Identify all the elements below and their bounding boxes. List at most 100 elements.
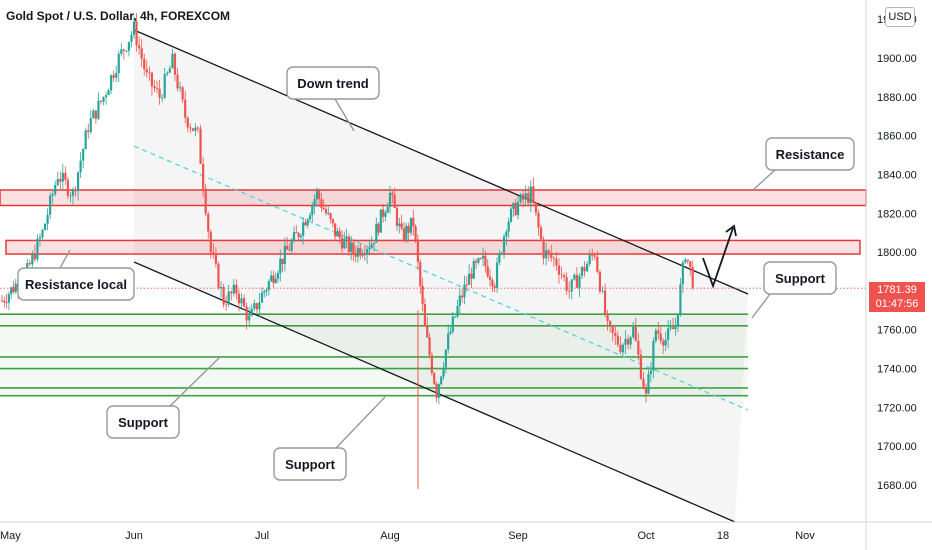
candle-body [28, 263, 31, 265]
candle-body [258, 302, 261, 310]
candle-body [647, 374, 650, 394]
candle-body [140, 48, 143, 59]
candle-body [64, 172, 67, 180]
candle-body [232, 284, 235, 294]
candle-body [43, 223, 47, 231]
candle-body [447, 333, 450, 350]
candle-body [10, 287, 13, 295]
candle-body [570, 279, 573, 292]
candle-body [292, 232, 296, 242]
candle-body [352, 242, 355, 254]
candle-body [375, 223, 378, 243]
candle-body [69, 195, 72, 197]
candle-body [667, 328, 670, 340]
candle-body [82, 149, 85, 161]
candle-body [227, 291, 230, 305]
callout-box [106, 405, 180, 439]
candle-body [322, 207, 325, 210]
chart-title: Gold Spot / U.S. Dollar, 4h, FOREXCOM [6, 9, 230, 23]
candle-body [659, 333, 662, 341]
candle-body [557, 265, 561, 275]
candle-body [276, 273, 280, 279]
candle-body [684, 259, 687, 263]
candle-body [288, 249, 291, 251]
x-tick-label: Jun [125, 530, 143, 542]
candle-body [671, 327, 675, 330]
candle-body [400, 223, 403, 229]
candle-body [442, 367, 445, 377]
candle-body [263, 291, 266, 293]
candle-body [379, 209, 382, 233]
candle-body [84, 130, 87, 150]
currency-badge[interactable]: USD [885, 7, 915, 27]
candle-body [150, 72, 154, 87]
candle-body [76, 172, 80, 192]
candle-body [578, 275, 581, 288]
candle-body [248, 315, 251, 321]
candle-body [148, 72, 151, 74]
candle-body [38, 237, 42, 239]
x-tick-label: Oct [637, 530, 654, 542]
candle-body [306, 219, 309, 226]
x-tick-label: Jul [255, 530, 269, 542]
candle-body [318, 190, 321, 200]
candle-body [542, 239, 545, 259]
candle-body [320, 199, 323, 208]
candle-body [176, 74, 179, 89]
candle-body [550, 252, 553, 258]
candle-body [74, 189, 77, 192]
candle-body [270, 275, 273, 282]
candle-body [356, 248, 360, 257]
candle-body [481, 255, 485, 259]
callout-pointer [169, 356, 221, 407]
y-tick-label: 1700.00 [877, 441, 917, 453]
candle-body [568, 290, 571, 292]
candle-body [519, 194, 522, 203]
channel-upper-line [133, 29, 749, 295]
candle-body [265, 289, 268, 292]
candle-body [522, 194, 525, 200]
candle-body [245, 306, 248, 321]
candle-body [498, 253, 501, 263]
candle-body [534, 202, 538, 213]
candle-body [686, 259, 689, 262]
candle-body [350, 242, 353, 252]
candle-body [461, 295, 464, 298]
candle-body [26, 263, 29, 272]
candle-body [593, 255, 596, 257]
candle-body [155, 88, 159, 89]
candle-body [428, 337, 431, 356]
candle-body [334, 223, 337, 237]
candle-body [274, 278, 277, 283]
candle-body [649, 370, 653, 375]
candle-body [505, 231, 508, 237]
y-tick-label: 1680.00 [877, 480, 917, 492]
candle-body [402, 228, 406, 240]
candle-body [279, 258, 282, 274]
candle-body [456, 305, 459, 317]
candle-body [345, 236, 348, 239]
candle-body [343, 238, 346, 249]
candle-body [532, 186, 535, 203]
candle-body [486, 266, 489, 277]
candle-body [329, 213, 332, 219]
candle-body [609, 321, 612, 326]
candle-body [194, 127, 197, 131]
candle-body [56, 179, 59, 186]
candle-body [468, 273, 471, 285]
x-tick-label: Nov [795, 530, 815, 542]
candle-body [662, 340, 665, 346]
candle-body [3, 300, 6, 303]
candle-body [89, 118, 92, 132]
candle-body [130, 34, 133, 43]
candle-body [652, 341, 655, 371]
channel-fill [134, 30, 748, 522]
candle-body [527, 193, 530, 203]
candle-body [634, 327, 637, 341]
candle-body [475, 261, 478, 263]
callout-label: Down trend [297, 76, 369, 91]
candle-body [225, 304, 228, 306]
callout-pointer [334, 98, 355, 132]
